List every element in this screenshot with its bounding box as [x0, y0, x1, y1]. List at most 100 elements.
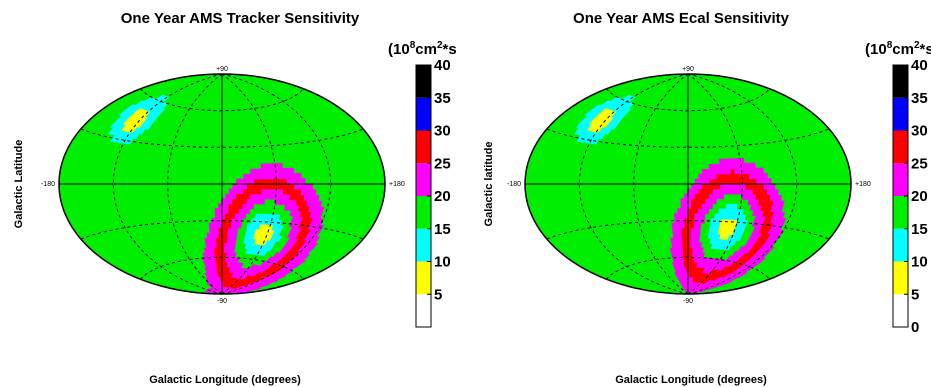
map-cell — [734, 173, 739, 180]
map-cell — [286, 183, 292, 190]
map-cell — [748, 173, 754, 180]
map-cell — [231, 242, 236, 249]
map-cell — [712, 198, 717, 205]
y-axis-label: Galactic Latitude — [13, 140, 25, 229]
map-cell — [275, 235, 283, 242]
map-cell — [748, 188, 754, 195]
map-cell — [286, 178, 292, 185]
map-cell — [698, 178, 703, 185]
map-cell — [261, 188, 266, 195]
map-cell — [712, 188, 718, 195]
map-cell — [687, 198, 692, 204]
colorbar-segment — [416, 196, 431, 229]
map-cell — [709, 188, 714, 195]
map-cell — [760, 178, 765, 185]
map-cell — [751, 162, 757, 169]
map-cell — [698, 188, 703, 195]
map-cell — [228, 208, 233, 214]
map-cell — [279, 183, 284, 190]
map-cell — [254, 173, 259, 180]
map-cell — [218, 203, 223, 209]
map-cell — [708, 198, 714, 205]
map-cell — [308, 183, 313, 190]
colorbar-segment — [893, 294, 908, 327]
map-cell — [738, 178, 743, 185]
colorbar-segment — [416, 294, 431, 327]
map-cell — [211, 222, 217, 229]
map-cell — [221, 213, 226, 219]
parallel-line — [546, 220, 830, 240]
map-label-right: +180 — [389, 181, 405, 188]
map-cell — [268, 188, 273, 195]
colorbar-tick-label: 10 — [434, 254, 451, 271]
map-cell — [752, 178, 758, 185]
map-label-right: +180 — [855, 181, 871, 188]
map-cell — [701, 198, 707, 204]
map-cell — [677, 213, 682, 219]
map-cell — [290, 183, 295, 190]
map-cell — [720, 188, 725, 195]
map-cell — [684, 208, 689, 214]
map-cell — [233, 232, 238, 239]
map-cell — [694, 198, 700, 204]
colorbar-segment — [893, 228, 908, 262]
map-cell — [719, 193, 725, 200]
colorbar-tick-label: 20 — [911, 188, 928, 205]
map-cell — [734, 178, 740, 185]
graticule — [524, 73, 852, 295]
chart-panel-tracker: One Year AMS Tracker Sensitivity Galactic… — [0, 0, 465, 387]
map-cell — [242, 198, 248, 205]
colorbar-tick-label: 10 — [911, 254, 928, 271]
map-cell — [698, 193, 703, 200]
colorbar-segment — [416, 261, 431, 295]
map-cell — [268, 183, 274, 190]
map-label-left: -180 — [507, 181, 521, 188]
map-cell — [745, 188, 750, 195]
map-cell — [684, 213, 689, 219]
map-cell — [740, 214, 747, 221]
map-cell — [268, 178, 274, 185]
colorbar-tick-label: 5 — [434, 286, 442, 303]
map-cell — [250, 183, 255, 190]
map-cell — [261, 178, 266, 185]
map-cell — [723, 178, 729, 185]
map-cell — [253, 168, 259, 175]
map-cell — [738, 209, 744, 216]
colorbar-segment — [416, 65, 431, 98]
map-cell — [696, 227, 701, 234]
map-cell — [316, 218, 324, 226]
map-cell — [232, 193, 237, 200]
colorbar-segment — [893, 130, 908, 164]
colorbar-tick-label: 30 — [434, 123, 451, 140]
map-cell — [311, 236, 321, 244]
map-cell — [773, 189, 779, 196]
colorbar-segment — [893, 65, 908, 98]
map-cell — [691, 208, 696, 214]
map-cell — [749, 183, 754, 190]
map-cell — [763, 178, 768, 185]
map-cell — [702, 173, 707, 180]
map-cell — [282, 188, 288, 195]
map-cell — [705, 178, 711, 185]
map-cell — [680, 203, 685, 209]
map-cell — [702, 183, 707, 190]
map-cell — [687, 208, 692, 214]
map-cell — [756, 257, 766, 264]
chart-title: One Year AMS Ecal Sensitivity — [573, 10, 790, 27]
map-cell — [723, 183, 729, 190]
map-cell — [691, 213, 696, 219]
map-cell — [691, 188, 696, 195]
map-cell — [694, 183, 700, 190]
x-axis-label: Galactic Longitude (degrees) — [149, 374, 301, 386]
map-cell — [245, 208, 251, 215]
colorbar-tick-label: 5 — [911, 286, 919, 303]
map-cell — [684, 203, 689, 209]
colorbar-segment — [416, 163, 431, 196]
colorbar-tick-label: 0 — [911, 319, 919, 336]
colorbar-units-part: 8 — [887, 40, 893, 51]
map-cell — [705, 183, 711, 190]
map-cell — [730, 173, 736, 180]
map-cell — [239, 183, 245, 190]
map-cell — [732, 203, 738, 210]
map-cell — [214, 213, 219, 219]
